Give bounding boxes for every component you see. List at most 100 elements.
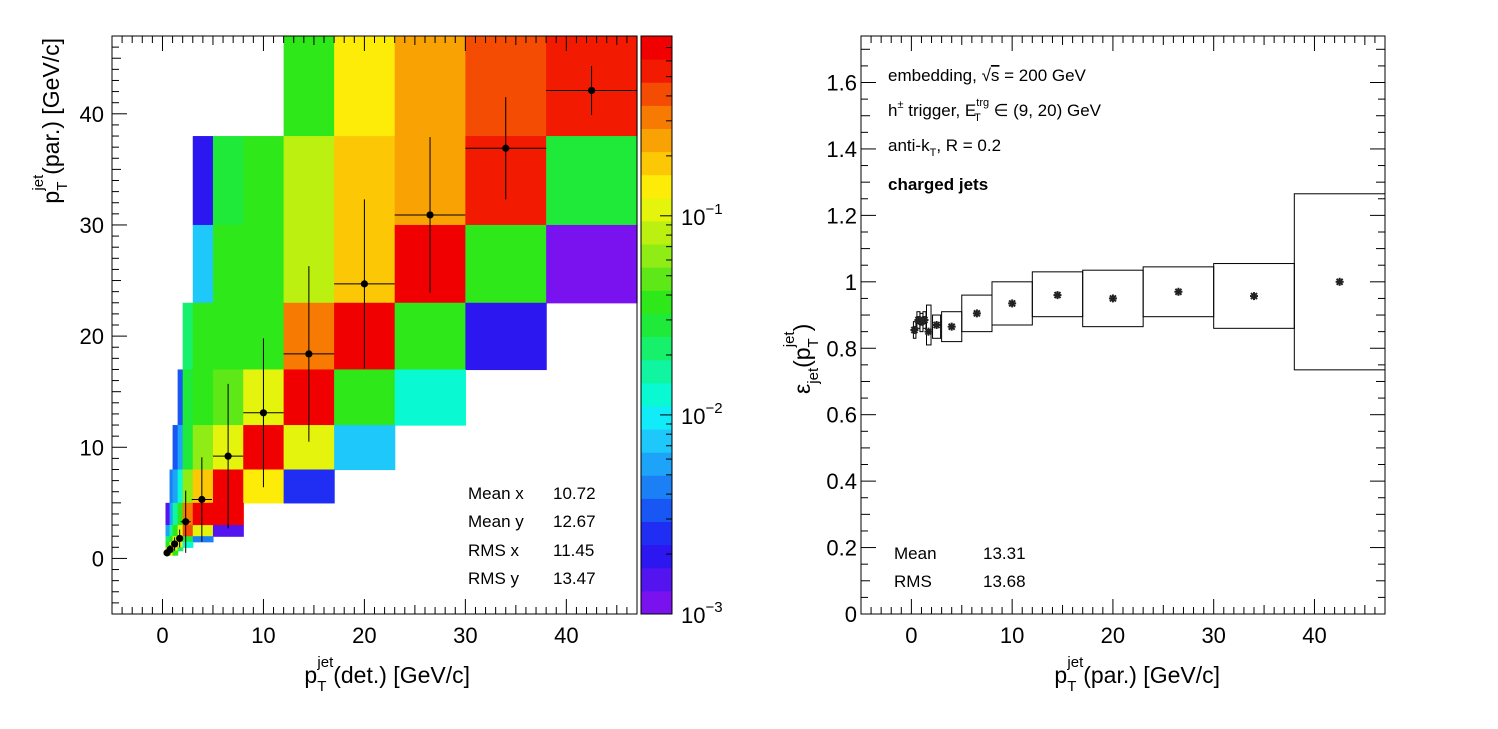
heatmap-cell — [182, 369, 194, 426]
palette-band — [641, 336, 672, 361]
heatmap-cell — [283, 36, 335, 137]
profile-point — [166, 545, 174, 554]
heatmap-cell — [172, 536, 179, 543]
annotation-trigger: h± trigger, Etrg T ∈ (9, 20) GeV — [888, 97, 1102, 124]
efficiency-point — [910, 325, 919, 334]
y-tick-label: 40 — [80, 102, 104, 127]
right-y-axis-title: εjet(pTjet) — [781, 324, 822, 394]
y-tick-label: 0.8 — [826, 336, 857, 361]
palette-band — [641, 36, 672, 60]
annotation-block: embedding, √s = 200 GeV h± trigger, Etrg… — [888, 66, 1102, 194]
x-tick-label: 0 — [905, 623, 917, 648]
efficiency-point — [1335, 277, 1344, 286]
heatmap-cell — [165, 536, 171, 543]
profile-point — [182, 518, 190, 526]
left-stat-value: 12.67 — [553, 512, 596, 531]
efficiency-point — [947, 322, 956, 331]
palette-band — [641, 267, 672, 291]
heatmap-cell — [394, 302, 466, 371]
heatmap-cell — [169, 525, 174, 537]
palette-band — [641, 244, 672, 268]
x-tick-label: 10 — [251, 623, 275, 648]
palette-band — [641, 59, 672, 83]
right-stat-label: Mean — [894, 544, 937, 563]
left-stat-value: 11.45 — [553, 541, 594, 560]
palette-band — [641, 498, 672, 523]
heatmap-cell — [169, 469, 174, 504]
annotation-algorithm: anti-kT, R = 0.2 — [888, 136, 1001, 159]
palette-band — [641, 382, 672, 407]
left-heatmap-panel: 0 10 20 30 40 0 10 20 30 40 10−1 10−2 10−3 Mean x 1… — [30, 35, 723, 695]
left-stat-label: Mean x — [468, 484, 524, 503]
palette-band — [641, 405, 672, 430]
palette-band — [641, 220, 672, 245]
heatmap-cell — [283, 136, 335, 226]
heatmap-cell — [192, 469, 214, 504]
sqrt-argument: s — [991, 66, 1000, 85]
palette-band — [641, 105, 672, 129]
heatmap-cell — [169, 550, 174, 556]
heatmap-cell — [177, 469, 184, 504]
heatmap-cell — [165, 541, 171, 548]
efficiency-error-boxes — [910, 193, 1386, 371]
efficiency-point — [1250, 292, 1258, 301]
palette-band — [641, 452, 672, 476]
profile-point — [259, 409, 268, 417]
heatmap-cell — [182, 425, 194, 471]
heatmap-cell — [192, 369, 214, 426]
left-stat-value: 13.47 — [553, 569, 596, 588]
efficiency-point — [920, 316, 929, 325]
right-x-axis-title: pTjet(par.) [GeV/c] — [1054, 654, 1220, 695]
sqrt-sign: √ — [982, 66, 992, 85]
heatmap-cell — [465, 302, 547, 371]
left-axis-ticks: 0 10 20 30 40 0 10 20 30 40 — [80, 35, 638, 648]
heatmap-cell — [283, 469, 335, 504]
x-tick-label: 30 — [1201, 623, 1225, 648]
palette-band — [641, 82, 672, 106]
profile-point — [198, 495, 206, 504]
x-tick-label: 30 — [453, 623, 477, 648]
heatmap-cell — [192, 525, 214, 537]
profile-points — [163, 66, 637, 557]
left-stat-label: RMS y — [468, 569, 520, 588]
y-tick-label: 30 — [80, 213, 104, 238]
heatmap-cell — [177, 525, 184, 537]
heatmap-cell — [169, 502, 174, 526]
efficiency-point — [1174, 287, 1183, 296]
x-tick-label: 20 — [352, 623, 376, 648]
heatmap-cell — [172, 525, 179, 537]
heatmap-cell — [182, 469, 194, 504]
heatmap-cell — [192, 136, 214, 226]
profile-point — [224, 452, 232, 460]
x-tick-label: 10 — [1000, 623, 1024, 648]
heatmap-cell — [394, 369, 466, 426]
heatmap-cell — [172, 502, 179, 526]
efficiency-point — [1108, 294, 1117, 303]
palette-band — [641, 197, 672, 222]
y-tick-label: 0.2 — [826, 536, 857, 561]
palette-band — [641, 359, 672, 384]
y-tick-label: 10 — [80, 435, 104, 460]
efficiency-point — [932, 321, 941, 329]
color-palette-bar: 10−1 10−2 10−3 — [640, 35, 723, 628]
heatmap-cell — [212, 136, 244, 226]
y-tick-label: 0.4 — [826, 469, 857, 494]
heatmap-cell — [334, 36, 396, 137]
heatmap-cell — [165, 525, 171, 537]
right-efficiency-panel: 0 10 20 30 40 0 0.2 0.4 0.6 0.8 1 1.2 1.4 1.6 embeddi… — [781, 35, 1386, 695]
heatmap-cell — [334, 369, 396, 426]
left-y-axis-title: pTjet(par.) [GeV/c] — [30, 38, 71, 204]
y-tick-label: 1.2 — [826, 203, 857, 228]
heatmap-cell — [192, 302, 214, 371]
profile-point — [360, 280, 369, 288]
uncertainty-box — [926, 304, 932, 346]
left-x-axis-title: pTjet(det.) [GeV/c] — [304, 654, 470, 695]
left-stat-label: Mean y — [468, 512, 524, 531]
annotation-jet-type: charged jets — [888, 175, 988, 194]
x-tick-label: 40 — [1302, 623, 1326, 648]
palette-band — [641, 313, 672, 338]
right-stats-box: Mean 13.31 RMS 13.68 — [894, 544, 1026, 591]
profile-point — [176, 534, 184, 543]
heatmap-cell — [465, 224, 547, 304]
